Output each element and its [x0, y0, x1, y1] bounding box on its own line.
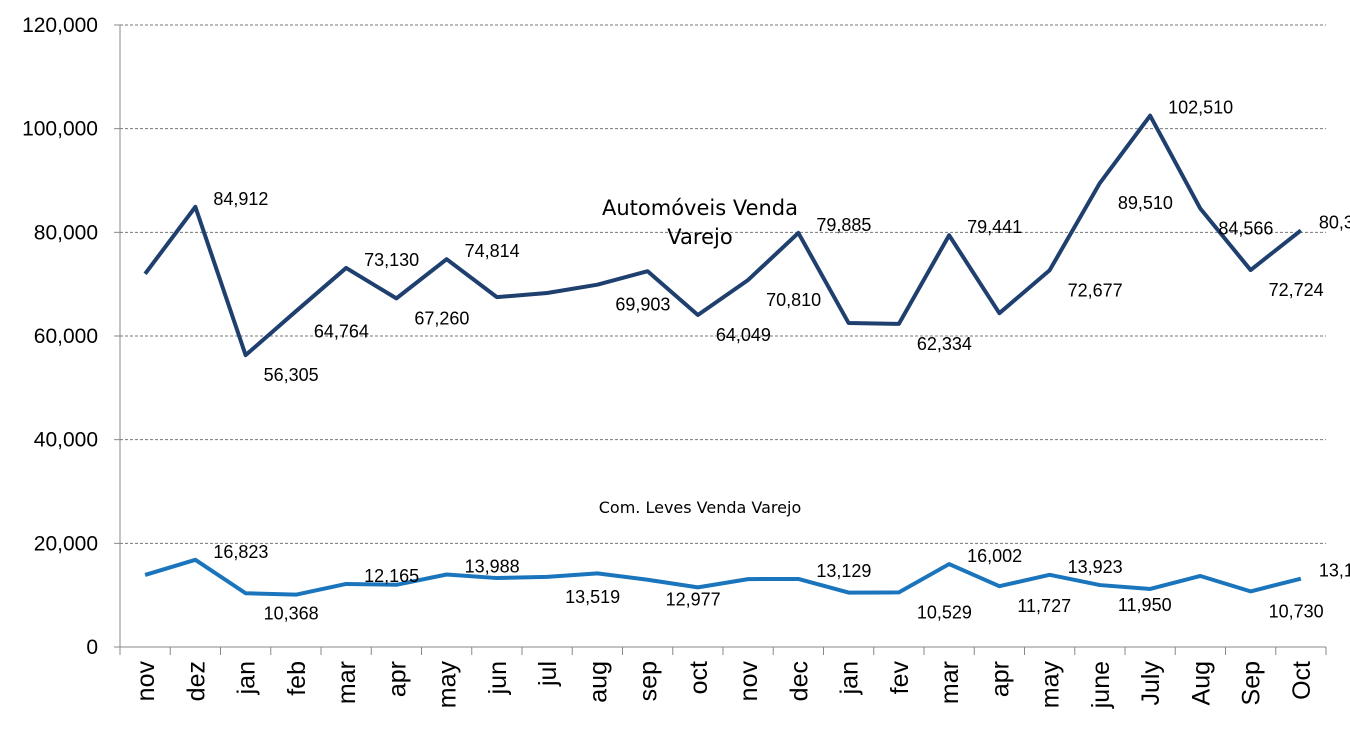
y-tick-label: 0	[86, 636, 98, 659]
x-tick-label: june	[1087, 661, 1115, 709]
series-line	[144, 557, 1302, 597]
x-tick-label: jun	[484, 661, 512, 695]
x-tick-label: nov	[735, 661, 763, 702]
data-label: 70,810	[766, 290, 821, 310]
data-label: 89,510	[1118, 193, 1173, 213]
data-label: 80,376	[1319, 212, 1350, 232]
data-label: 72,677	[1068, 280, 1123, 300]
x-tick-label: oct	[685, 661, 713, 694]
y-tick-label: 60,000	[34, 325, 98, 348]
data-label: 13,923	[1068, 557, 1123, 577]
x-tick-label: may	[434, 661, 462, 709]
data-label: 67,260	[414, 308, 469, 328]
series-annotation: Automóveis Venda Varejo	[601, 196, 799, 250]
x-tick-label: dez	[182, 661, 210, 701]
x-tick-label: Aug	[1187, 661, 1215, 705]
series-annotation: Com. Leves Venda Varejo	[598, 498, 802, 517]
series-line	[143, 113, 1303, 358]
data-label: 11,727	[1017, 596, 1071, 616]
data-label: 12,977	[666, 590, 721, 610]
data-label: 72,724	[1269, 280, 1324, 300]
y-tick-label: 80,000	[34, 221, 98, 244]
data-label: 13,129	[816, 561, 871, 581]
x-tick-label: feb	[283, 661, 311, 696]
data-label: 79,441	[967, 217, 1022, 237]
y-tick-label: 120,000	[22, 14, 98, 37]
data-label: 16,002	[967, 546, 1022, 566]
x-tick-label: jul	[534, 661, 562, 687]
x-tick-label: jan	[836, 661, 864, 695]
x-tick-label: may	[1037, 661, 1065, 709]
data-label: 69,903	[615, 295, 670, 315]
x-tick-label: July	[1137, 661, 1165, 706]
x-tick-label: jan	[233, 661, 261, 695]
data-label: 79,885	[816, 215, 871, 235]
y-tick-label: 20,000	[34, 532, 98, 555]
data-label: 16,823	[213, 542, 268, 562]
data-label: 10,529	[917, 602, 972, 622]
data-label: 84,566	[1218, 219, 1273, 239]
x-tick-label: Sep	[1238, 661, 1266, 705]
data-label: 10,730	[1269, 601, 1324, 621]
data-label: 102,510	[1168, 98, 1233, 118]
y-tick-label: 40,000	[34, 429, 98, 452]
data-label: 74,814	[465, 241, 520, 261]
data-label: 13,182	[1319, 561, 1350, 581]
x-tick-label: nov	[132, 661, 160, 702]
data-label: 13,988	[465, 556, 520, 576]
x-tick-label: aug	[584, 661, 612, 703]
data-label: 62,334	[917, 334, 972, 354]
x-tick-label: fev	[886, 661, 914, 695]
x-tick-label: dec	[785, 661, 813, 701]
x-tick-label: Oct	[1288, 661, 1316, 700]
data-label: 13,519	[565, 587, 620, 607]
y-tick-label: 100,000	[22, 118, 98, 141]
x-tick-label: mar	[936, 661, 964, 704]
data-label: 64,049	[716, 325, 771, 345]
x-tick-label: mar	[333, 661, 361, 704]
x-tick-label: apr	[383, 661, 411, 697]
data-label: 10,368	[264, 603, 319, 623]
x-tick-label: sep	[635, 661, 663, 701]
data-label: 84,912	[213, 189, 268, 209]
x-tick-label: apr	[986, 661, 1014, 697]
data-label: 64,764	[314, 321, 369, 341]
data-label: 12,165	[364, 566, 419, 586]
data-label: 11,950	[1118, 595, 1172, 615]
data-label: 73,130	[364, 250, 419, 270]
data-label: 56,305	[264, 365, 319, 385]
